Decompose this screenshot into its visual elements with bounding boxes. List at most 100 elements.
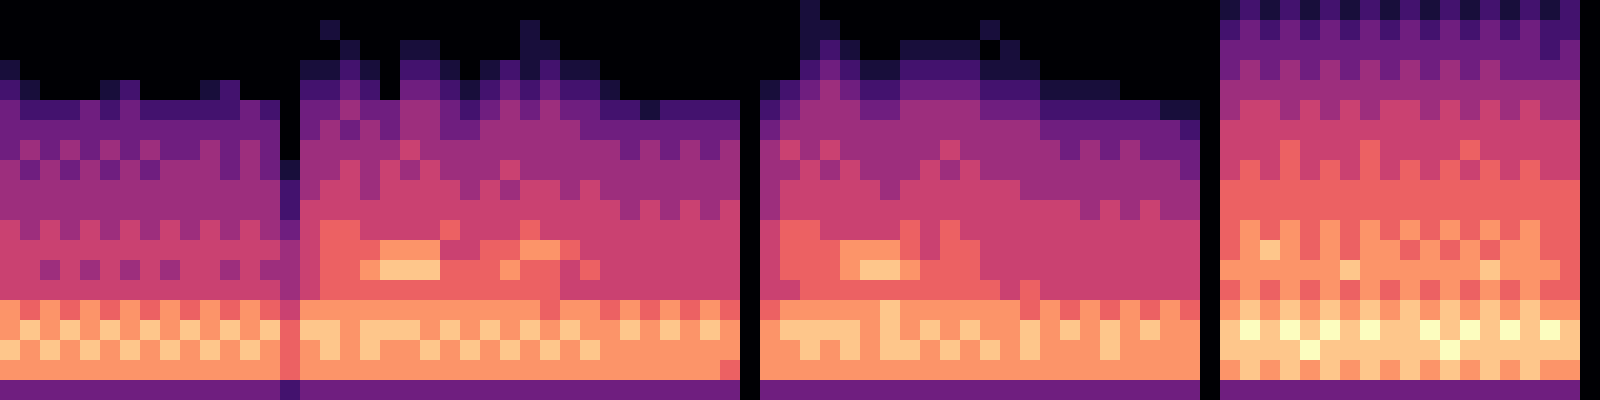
cell: [1100, 240, 1121, 261]
cell: [920, 160, 941, 181]
cell: [420, 20, 441, 41]
cell: [340, 180, 361, 201]
cell: [200, 220, 221, 241]
cell: [500, 0, 521, 21]
cell: [1120, 140, 1141, 161]
cell: [560, 120, 581, 141]
cell: [1020, 220, 1041, 241]
cell: [40, 360, 61, 381]
cell: [780, 280, 801, 301]
cell: [160, 80, 181, 101]
cell: [500, 320, 521, 341]
cell: [960, 120, 981, 141]
cell: [580, 100, 601, 121]
cell: [1460, 160, 1481, 181]
cell: [1220, 220, 1241, 241]
cell: [80, 220, 101, 241]
cell: [1000, 260, 1021, 281]
cell: [340, 0, 361, 21]
cell: [540, 100, 561, 121]
cell: [860, 200, 881, 221]
cell: [1340, 280, 1361, 301]
cell: [380, 100, 401, 121]
cell: [1580, 240, 1600, 261]
cell: [240, 360, 261, 381]
cell: [620, 300, 641, 321]
cell: [880, 180, 901, 201]
cell: [280, 340, 301, 361]
cell: [20, 300, 41, 321]
cell: [420, 0, 441, 21]
cell: [300, 40, 321, 61]
cell: [860, 100, 881, 121]
cell: [840, 100, 861, 121]
cell: [560, 140, 581, 161]
cell: [520, 380, 541, 400]
cell: [220, 220, 241, 241]
cell: [460, 0, 481, 21]
cell: [1080, 160, 1101, 181]
cell: [1260, 80, 1281, 101]
cell: [720, 140, 741, 161]
cell: [500, 80, 521, 101]
cell: [1160, 340, 1181, 361]
cell: [840, 300, 861, 321]
cell: [1120, 20, 1141, 41]
cell: [500, 100, 521, 121]
cell: [940, 320, 961, 341]
cell: [1480, 100, 1501, 121]
cell: [1260, 200, 1281, 221]
cell: [1000, 100, 1021, 121]
cell: [600, 160, 621, 181]
cell: [380, 240, 401, 261]
cell: [560, 360, 581, 381]
cell: [420, 160, 441, 181]
cell: [1180, 360, 1201, 381]
cell: [1540, 340, 1561, 361]
cell: [820, 260, 841, 281]
cell: [1080, 380, 1101, 400]
cell: [1440, 160, 1461, 181]
cell: [500, 200, 521, 221]
cell: [820, 20, 841, 41]
cell: [820, 60, 841, 81]
cell: [480, 240, 501, 261]
cell: [980, 200, 1001, 221]
cell: [1160, 200, 1181, 221]
cell: [1480, 240, 1501, 261]
cell: [1180, 200, 1201, 221]
cell: [320, 160, 341, 181]
cell: [660, 0, 681, 21]
cell: [920, 320, 941, 341]
cell: [300, 180, 321, 201]
cell: [380, 380, 401, 400]
cell: [1500, 280, 1521, 301]
cell: [720, 380, 741, 400]
cell: [1180, 100, 1201, 121]
cell: [1480, 280, 1501, 301]
cell: [1540, 80, 1561, 101]
cell: [1380, 200, 1401, 221]
cell: [540, 0, 561, 21]
cell: [1380, 40, 1401, 61]
cell: [180, 60, 201, 81]
cell: [1000, 80, 1021, 101]
cell: [160, 40, 181, 61]
cell: [1120, 340, 1141, 361]
cell: [240, 300, 261, 321]
cell: [160, 380, 181, 400]
cell: [960, 100, 981, 121]
cell: [340, 140, 361, 161]
cell: [800, 300, 821, 321]
cell: [60, 320, 81, 341]
cell: [120, 80, 141, 101]
cell: [1520, 80, 1541, 101]
cell: [0, 240, 21, 261]
cell: [180, 40, 201, 61]
cell: [160, 120, 181, 141]
cell: [740, 100, 761, 121]
cell: [1240, 260, 1261, 281]
cell: [1220, 300, 1241, 321]
cell: [900, 200, 921, 221]
cell: [620, 340, 641, 361]
